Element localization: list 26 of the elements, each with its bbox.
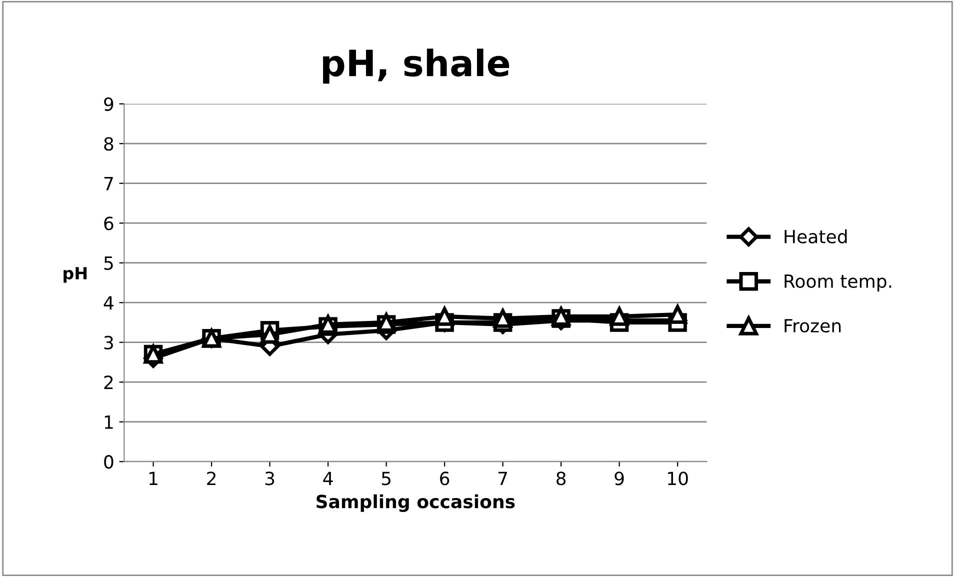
y-tick-label: 6 [104, 216, 114, 230]
x-tick-label: 1 [150, 472, 158, 486]
legend-label: Heated [784, 229, 847, 244]
x-tick-label: 2 [207, 472, 216, 486]
y-tick-label: 5 [104, 256, 113, 270]
y-tick-label: 7 [104, 177, 113, 190]
x-tick-label: 10 [668, 472, 688, 486]
y-tick-label: 4 [104, 296, 114, 310]
x-tick-label: 8 [556, 472, 566, 486]
x-tick-label: 3 [265, 472, 274, 486]
x-tick-label: 5 [382, 472, 390, 486]
chart-title: pH, shale [323, 48, 510, 84]
x-tick-label: 9 [614, 472, 624, 486]
y-tick-label: 1 [104, 416, 113, 429]
x-tick-label: 7 [498, 472, 508, 486]
x-tick-label: 4 [323, 472, 333, 486]
y-tick-label: 2 [104, 376, 113, 389]
y-axis-title: pH [64, 267, 87, 283]
y-tick-label: 8 [104, 137, 114, 151]
legend-label: Room temp. [784, 274, 892, 292]
y-tick-label: 0 [104, 455, 114, 469]
x-axis-title: Sampling occasions [316, 494, 515, 512]
legend-label: Frozen [784, 319, 841, 333]
y-tick-label: 3 [104, 336, 113, 350]
y-tick-label: 9 [104, 97, 114, 111]
x-tick-label: 6 [440, 472, 450, 486]
